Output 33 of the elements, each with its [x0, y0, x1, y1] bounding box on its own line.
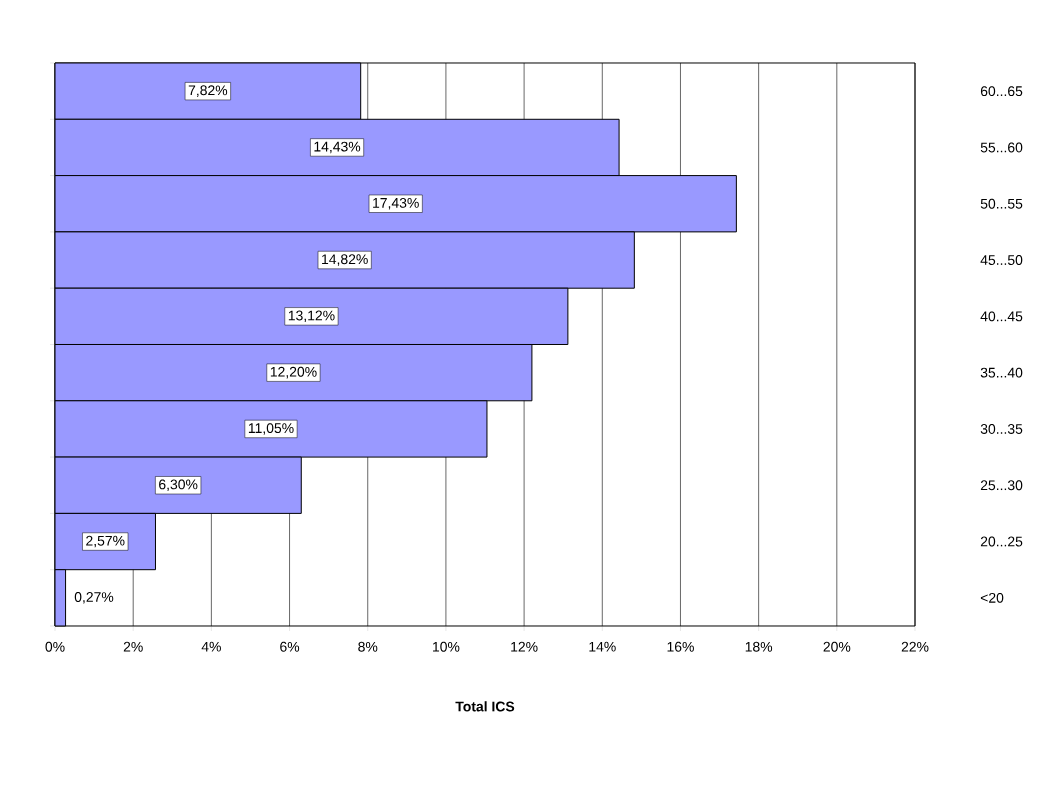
y-tick-label: <20 — [980, 592, 1004, 603]
x-tick-label: 4% — [201, 641, 221, 652]
data-label: 14,43% — [314, 141, 361, 154]
data-label: 13,12% — [288, 310, 335, 323]
data-label: 17,43% — [373, 197, 419, 210]
data-label: 14,82% — [322, 254, 368, 266]
x-axis-title: Total ICS — [455, 701, 515, 712]
data-label: 6,30% — [159, 479, 198, 491]
y-tick-label: 45...50 — [980, 255, 1023, 265]
x-tick-label: 18% — [745, 641, 773, 652]
y-tick-label: 25...30 — [980, 480, 1023, 491]
x-tick-label: 20% — [823, 641, 851, 652]
x-tick-label: 2% — [123, 641, 143, 652]
data-label: 12,20% — [270, 366, 317, 379]
x-tick-label: 8% — [358, 641, 378, 652]
y-tick-label: 55...60 — [980, 142, 1023, 153]
data-label: 7,82% — [188, 85, 228, 97]
x-tick-label: 14% — [589, 641, 616, 652]
x-tick-label: 16% — [667, 641, 694, 652]
y-tick-label: 40...45 — [980, 311, 1023, 322]
y-tick-label: 35...40 — [980, 367, 1023, 378]
data-label: 11,05% — [248, 423, 294, 435]
y-tick-label: 20...25 — [980, 536, 1023, 547]
data-label: 0,27% — [74, 592, 114, 604]
x-tick-label: 0% — [45, 641, 65, 652]
x-tick-label: 6% — [280, 641, 300, 652]
y-tick-label: 30...35 — [980, 423, 1023, 434]
y-tick-label: 60...65 — [980, 86, 1023, 97]
x-tick-label: 12% — [511, 641, 538, 652]
data-label: 2,57% — [86, 535, 125, 548]
x-tick-label: 22% — [901, 641, 929, 652]
x-tick-label: 10% — [433, 641, 460, 652]
y-tick-label: 50...55 — [980, 198, 1023, 209]
